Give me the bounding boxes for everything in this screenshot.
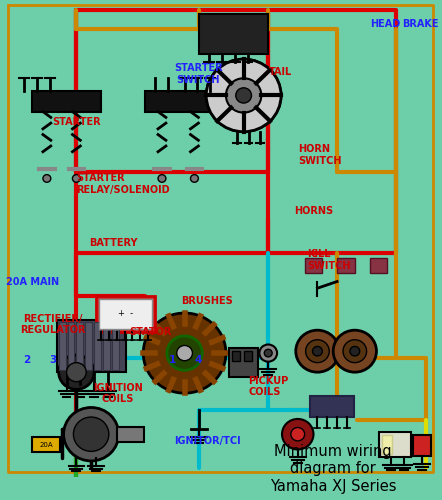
Circle shape (177, 346, 192, 360)
Bar (145, 90, 214, 112)
Text: STARTER: STARTER (52, 116, 101, 126)
Text: BRAKE: BRAKE (402, 19, 438, 29)
Text: 1: 1 (168, 355, 176, 365)
Bar (68, 322, 74, 370)
Text: 4: 4 (194, 355, 202, 365)
Bar (59, 322, 65, 370)
Circle shape (59, 355, 94, 390)
Circle shape (43, 174, 51, 182)
Text: IGNITOR/TCI: IGNITOR/TCI (174, 436, 240, 446)
Bar (85, 322, 92, 370)
Text: BRUSHES: BRUSHES (181, 296, 233, 306)
Circle shape (264, 350, 272, 357)
Text: 20A MAIN: 20A MAIN (7, 276, 60, 286)
Bar (244, 351, 251, 360)
Circle shape (206, 59, 281, 132)
Text: TAIL: TAIL (269, 66, 293, 76)
Bar (379, 432, 411, 457)
Circle shape (259, 344, 277, 362)
Text: HORN
SWITCH: HORN SWITCH (298, 144, 342, 166)
Circle shape (282, 419, 313, 450)
Text: 20A: 20A (39, 442, 53, 448)
Text: STATOR: STATOR (129, 326, 171, 336)
Circle shape (236, 88, 251, 103)
Bar (117, 426, 144, 442)
Bar (413, 435, 431, 456)
Bar (232, 351, 240, 360)
Bar (96, 296, 155, 332)
Text: HEAD: HEAD (370, 19, 400, 29)
Bar (94, 322, 101, 370)
Bar (32, 90, 101, 112)
Bar (309, 396, 354, 417)
Circle shape (312, 346, 322, 356)
Text: STARTER
SWITCH: STARTER SWITCH (174, 63, 223, 85)
Circle shape (191, 174, 198, 182)
Bar (99, 298, 152, 329)
Circle shape (67, 362, 86, 382)
Circle shape (167, 336, 202, 370)
Text: PICKUP
COILS: PICKUP COILS (248, 376, 289, 398)
Bar (199, 14, 268, 54)
Circle shape (350, 346, 360, 356)
Circle shape (72, 174, 80, 182)
Circle shape (158, 174, 166, 182)
Circle shape (333, 330, 377, 372)
Bar (337, 258, 355, 273)
Bar (370, 258, 387, 273)
Bar (382, 435, 392, 454)
Text: HORNS: HORNS (294, 206, 333, 216)
Circle shape (226, 78, 261, 112)
Circle shape (291, 428, 305, 441)
Circle shape (343, 340, 366, 362)
Text: STARTER
RELAY/SOLENOID: STARTER RELAY/SOLENOID (76, 173, 170, 195)
Bar (103, 322, 110, 370)
Circle shape (64, 408, 119, 461)
Bar (305, 258, 322, 273)
Bar (32, 437, 60, 452)
Text: RECTIFIER/
REGULATOR: RECTIFIER/ REGULATOR (20, 314, 85, 336)
Text: IGNITION
COILS: IGNITION COILS (93, 383, 143, 404)
Text: +  -: + - (118, 310, 133, 318)
Text: 2: 2 (23, 355, 30, 365)
Circle shape (143, 313, 226, 393)
Text: BATTERY: BATTERY (90, 238, 138, 248)
Text: Minimum wiring
diagram for
Yamaha XJ Series: Minimum wiring diagram for Yamaha XJ Ser… (270, 444, 396, 494)
Circle shape (296, 330, 339, 372)
Bar (76, 322, 83, 370)
Bar (57, 320, 126, 372)
Text: KILL
SWITCH: KILL SWITCH (307, 249, 351, 271)
Bar (112, 322, 119, 370)
Bar (229, 348, 259, 377)
Text: 3: 3 (49, 355, 56, 365)
Circle shape (73, 417, 109, 452)
Circle shape (305, 340, 329, 362)
Circle shape (206, 59, 281, 132)
